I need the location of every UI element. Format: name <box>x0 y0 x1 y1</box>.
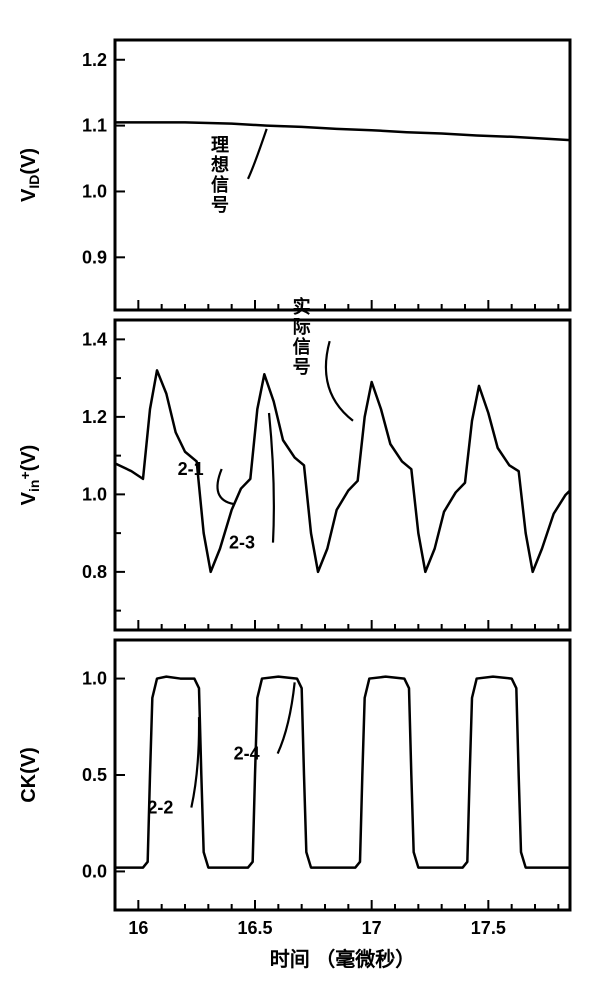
y-tick-label: 0.9 <box>82 247 107 267</box>
y-tick-label: 1.1 <box>82 116 107 136</box>
annotation-label: 2-1 <box>178 459 204 479</box>
y-tick-label: 1.4 <box>82 329 107 349</box>
annotation-label: 理想信号 <box>211 135 229 215</box>
y-tick-label: 1.0 <box>82 484 107 504</box>
y-tick-label: 1.2 <box>82 50 107 70</box>
panel-border-p3 <box>115 640 570 910</box>
y-tick-label: 1.2 <box>82 407 107 427</box>
y-axis-label: VID(V) <box>18 148 42 202</box>
annotation-arrow <box>269 413 274 543</box>
y-axis-label: Vin+(V) <box>17 445 41 506</box>
y-tick-label: 1.0 <box>82 669 107 689</box>
annotation-label: 实际信号 <box>293 296 311 377</box>
annotation-arrow <box>248 129 267 179</box>
panel-border-p1 <box>115 40 570 310</box>
series-ideal-signal <box>115 122 570 140</box>
y-tick-label: 0.0 <box>82 861 107 881</box>
annotation-arrow <box>326 341 353 421</box>
y-tick-label: 1.0 <box>82 181 107 201</box>
x-tick-label: 17.5 <box>471 918 506 938</box>
x-axis-label: 时间 （毫微秒） <box>270 947 416 971</box>
annotation-label: 2-2 <box>147 798 173 818</box>
x-tick-label: 16 <box>128 918 148 938</box>
annotation-arrow <box>191 717 199 807</box>
y-tick-label: 0.8 <box>82 562 107 582</box>
figure-root: 0.9 1.0 1.1 1.2 VID(V) 理想信号 0.8 1.0 1.2 1.4 Vin+(V… <box>0 0 613 1000</box>
annotation-label: 2-4 <box>234 744 260 764</box>
annotation-arrow <box>278 682 295 753</box>
y-axis-label: CK(V) <box>18 747 40 803</box>
series-clock <box>115 677 570 868</box>
annotation-arrow <box>217 469 234 504</box>
annotation-label: 2-3 <box>229 533 255 553</box>
x-tick-label: 17 <box>362 918 382 938</box>
x-tick-label: 16.5 <box>237 918 272 938</box>
y-tick-label: 0.5 <box>82 765 107 785</box>
figure-svg: 0.9 1.0 1.1 1.2 VID(V) 理想信号 0.8 1.0 1.2 1.4 Vin+(V… <box>0 0 613 1000</box>
